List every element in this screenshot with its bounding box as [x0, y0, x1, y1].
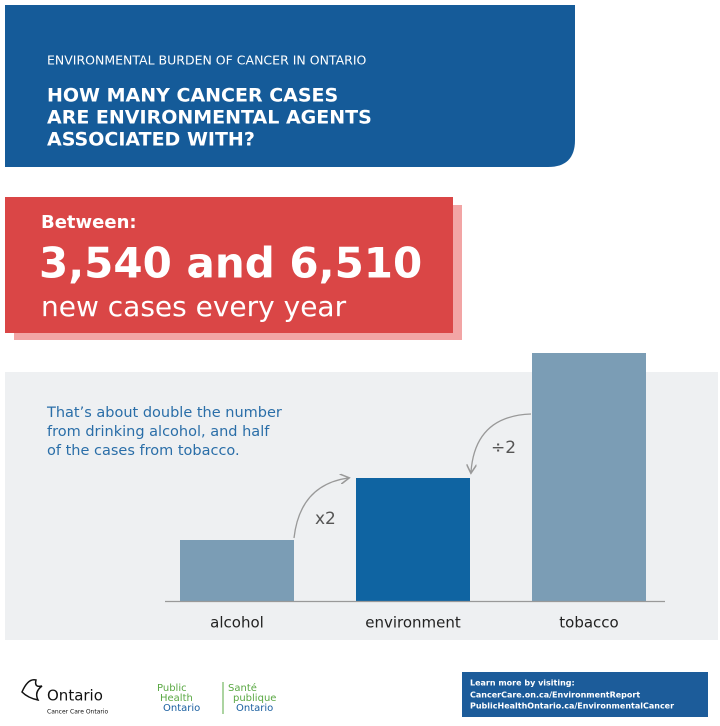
learn-lead: Learn more by visiting:	[470, 679, 575, 688]
ontario-wordmark: Ontario	[47, 687, 103, 705]
ontario-logo: Ontario Cancer Care Ontario	[21, 679, 109, 716]
header-title: ARE ENVIRONMENTAL AGENTS	[47, 107, 372, 129]
cco-label: Cancer Care Ontario	[47, 709, 109, 716]
x-tick-label: tobacco	[559, 614, 618, 632]
highlight-panel	[5, 197, 453, 333]
x-tick-label: alcohol	[210, 614, 264, 632]
learn-box	[462, 672, 708, 717]
annotation: ÷2	[491, 438, 516, 458]
annotation: x2	[315, 509, 336, 529]
pho-fr: Ontario	[236, 703, 273, 714]
highlight-lead: Between:	[41, 212, 137, 233]
header-kicker: ENVIRONMENTAL BURDEN OF CANCER IN ONTARI…	[47, 53, 367, 68]
trillium	[21, 679, 43, 702]
bar	[180, 540, 294, 601]
header-panel	[5, 5, 575, 167]
pho-en: Ontario	[163, 703, 200, 714]
highlight-figure: 3,540 and 6,510	[39, 239, 422, 288]
pho-en: Health	[160, 693, 193, 704]
arrow	[293, 478, 348, 539]
pho-fr: publique	[233, 693, 276, 704]
learn-link[interactable]: PublicHealthOntario.ca/EnvironmentalCanc…	[470, 702, 674, 711]
arrow	[471, 413, 532, 472]
header-title: HOW MANY CANCER CASES	[47, 85, 338, 107]
header-title: ASSOCIATED WITH?	[47, 129, 255, 151]
x-tick-label: environment	[365, 614, 461, 632]
pho-en: Public	[157, 683, 187, 694]
bars: alcohol environment tobacco	[180, 353, 646, 632]
pho-fr: Santé	[228, 682, 257, 694]
chart-note: from drinking alcohol, and half	[47, 424, 270, 440]
bar	[356, 478, 470, 601]
chart-note: That’s about double the number	[46, 405, 282, 421]
highlight-caption: new cases every year	[41, 290, 347, 323]
chart-note: of the cases from tobacco.	[47, 443, 240, 459]
bar	[532, 353, 646, 601]
learn-link[interactable]: CancerCare.on.ca/EnvironmentReport	[470, 691, 640, 700]
